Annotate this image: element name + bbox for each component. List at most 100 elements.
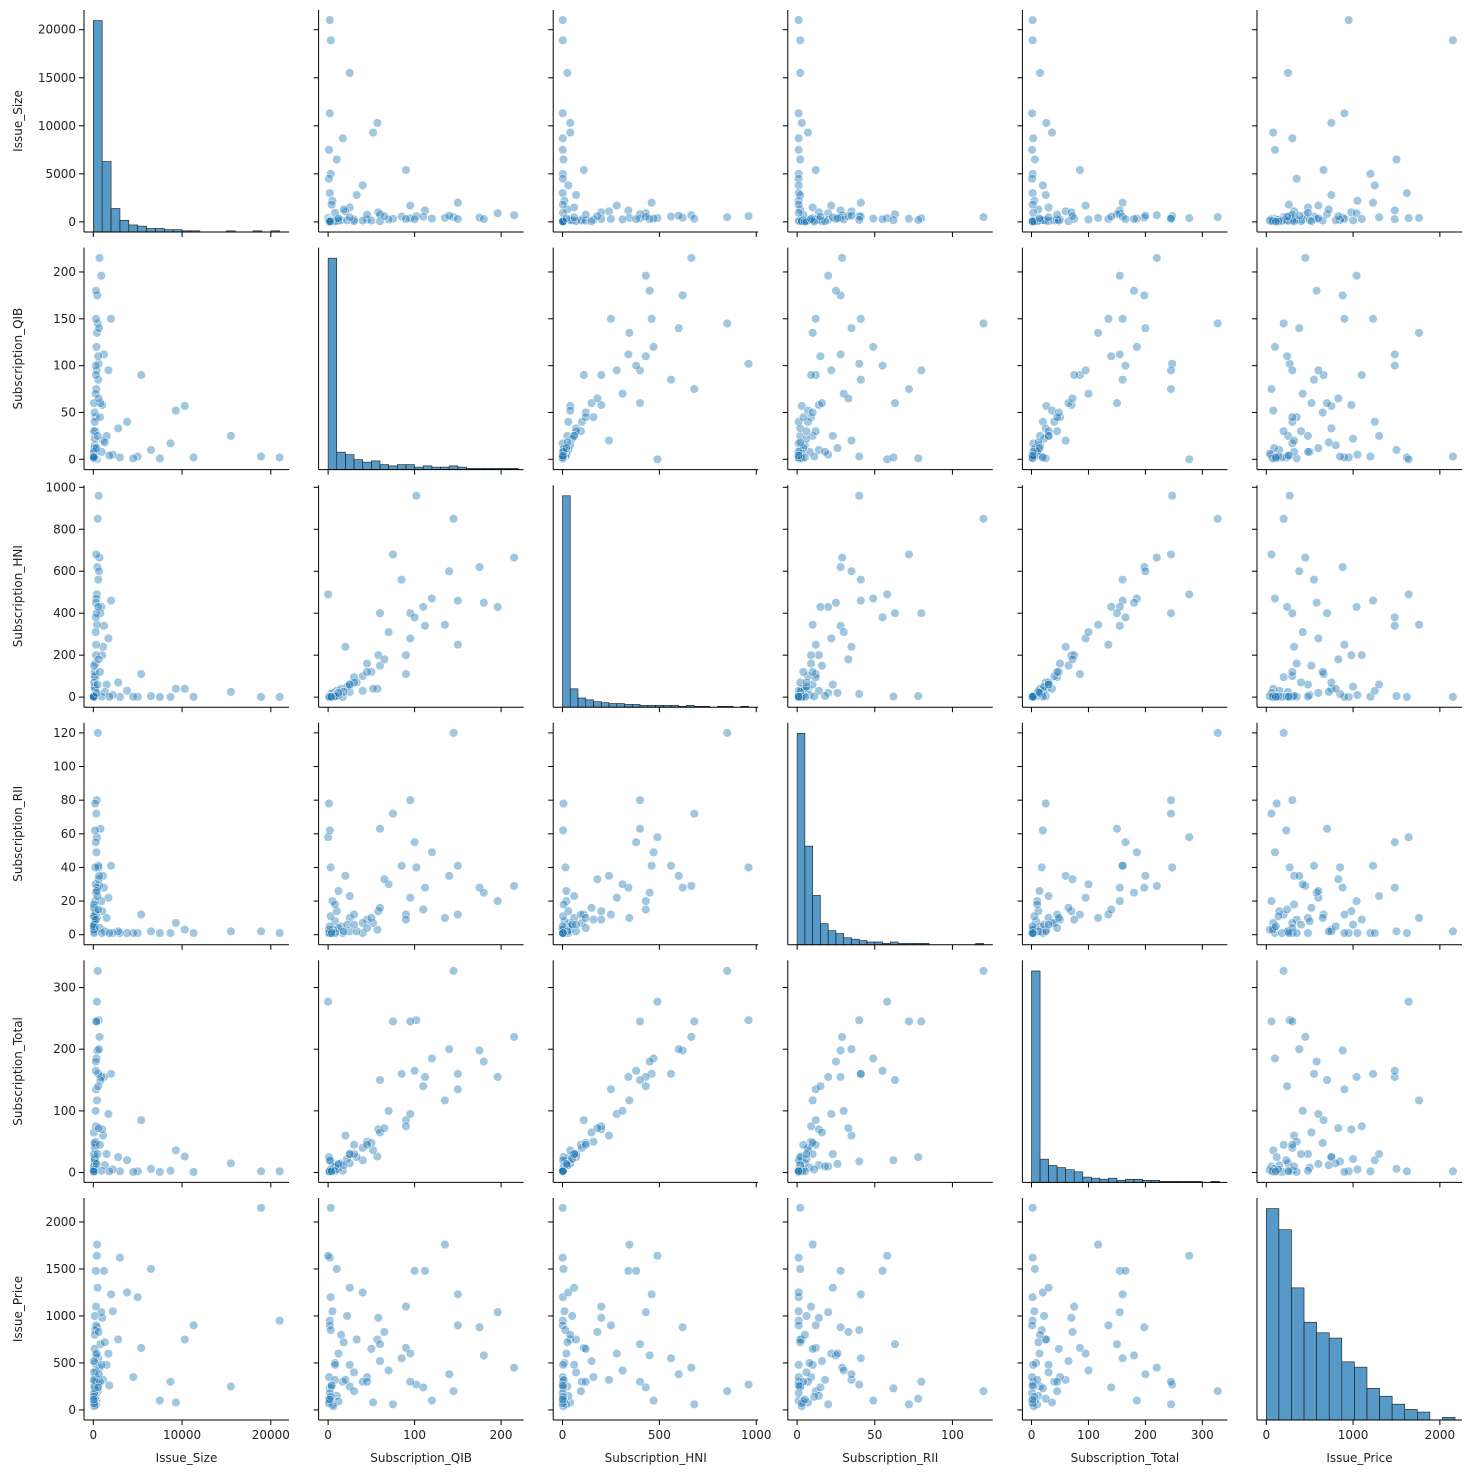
scatter-point [1322,1075,1332,1085]
scatter-point [916,365,926,375]
scatter-point [136,1343,146,1353]
scatter-point [113,677,123,687]
scatter-point [631,361,641,371]
scatter-point [558,35,568,45]
scatter-point [1061,206,1071,216]
scatter-point [1390,1066,1400,1076]
scatter-point [856,198,866,208]
scatter-point [275,1316,285,1326]
scatter-point [569,1360,579,1370]
scatter-point [92,443,102,453]
scatter-point [1118,1353,1128,1363]
scatter-point [1273,216,1283,226]
scatter-point [1044,431,1054,441]
scatter-point [978,1386,989,1396]
scatter-point [1030,1264,1040,1274]
scatter-point [843,393,853,403]
scatter-point [1140,871,1150,881]
scatter-point [618,1106,628,1116]
scatter-point [831,214,841,224]
scatter-point [493,1307,503,1317]
scatter-point [1069,915,1079,925]
scatter-point [1318,1138,1328,1148]
scatter-point [836,1045,846,1055]
scatter-point [563,180,573,190]
scatter-point [666,1353,676,1363]
scatter-point [904,1399,914,1409]
scatter-point [868,213,878,224]
scatter-point [405,795,415,805]
scatter-point [94,566,104,576]
scatter-point [1120,214,1131,224]
scatter-point [1313,688,1323,698]
hist-bar [110,208,121,233]
scatter-point [854,491,864,501]
scatter-point [558,174,568,184]
scatter-point [832,213,843,223]
y-axis-label: Issue_Price [11,1276,25,1342]
scatter-point [801,1367,811,1377]
scatter-point [333,886,344,896]
hist-bar [812,895,821,946]
scatter-point [846,1044,857,1054]
scatter-point [418,1382,428,1392]
scatter-point [444,211,454,221]
hist-bar [1417,1411,1431,1421]
scatter-point [1054,407,1064,418]
scatter-point [1390,612,1400,622]
scatter-point [1282,1081,1292,1091]
scatter-point [1081,893,1091,903]
scatter-point [815,212,825,222]
y-tick-label: 20 [61,894,76,908]
scatter-point [612,893,622,903]
scatter-point [606,1320,616,1330]
scatter-point [226,1381,236,1391]
scatter-point [95,412,105,422]
scatter-point [1352,690,1362,700]
scatter-point [324,174,334,184]
scatter-point [641,351,651,361]
scatter-point [837,1032,847,1042]
x-axis-label: Subscription_HNI [605,1451,707,1465]
scatter-point [113,423,123,433]
scatter-point [801,1311,811,1321]
scatter-point [1279,672,1289,682]
scatter-point [1285,491,1295,501]
hist-bar [137,225,147,233]
scatter-point [904,384,914,394]
scatter-point [1338,562,1348,572]
scatter-point [493,1072,503,1082]
scatter-point [641,896,651,906]
scatter-point [1390,837,1400,847]
scatter-point [890,1339,900,1349]
scatter-point [635,1016,645,1027]
scatter-point [92,1159,102,1169]
scatter-point [1346,400,1356,410]
hist-bar [600,702,610,708]
scatter-point [1326,423,1336,433]
x-axis-label: Subscription_RII [842,1451,938,1465]
scatter-point [453,861,463,871]
scatter-point [509,1363,519,1373]
scatter-point [1298,627,1308,637]
hist-bar [128,224,138,233]
scatter-point [581,210,591,220]
scatter-point [1118,198,1128,208]
scatter-point [560,862,570,872]
y-tick-label: 600 [53,564,76,578]
scatter-point [92,328,102,338]
scatter-point [115,452,125,462]
scatter-point [1266,896,1277,906]
scatter-point [1049,417,1059,427]
scatter-point [165,1377,176,1387]
scatter-point [189,692,199,702]
scatter-point [1324,437,1334,447]
scatter-point [1103,640,1113,650]
scatter-point [345,1149,355,1159]
scatter-point [652,1251,662,1261]
scatter-point [358,686,368,696]
scatter-point [444,1044,454,1054]
scatter-point [324,145,334,155]
scatter-point [831,286,841,296]
scatter-point [1333,1123,1343,1133]
